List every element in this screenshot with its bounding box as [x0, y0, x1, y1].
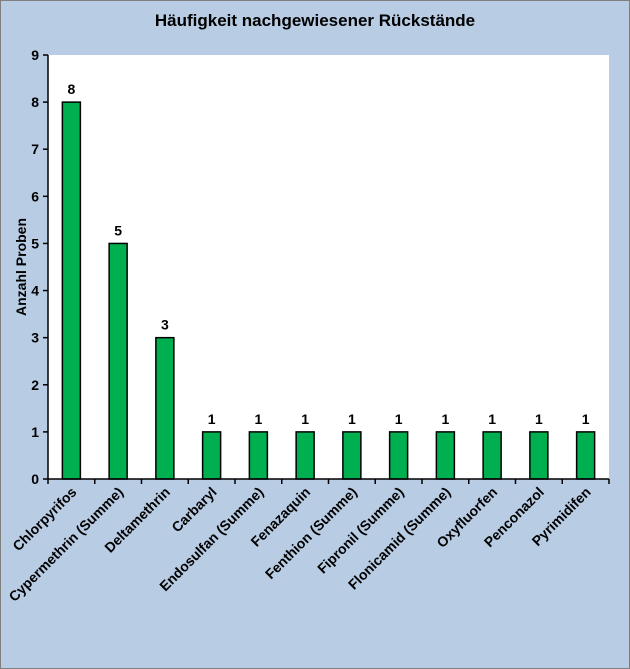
chart-title: Häufigkeit nachgewiesener Rückstände	[154, 11, 476, 30]
bar	[482, 431, 502, 480]
data-label: 1	[582, 411, 590, 427]
bar	[388, 431, 409, 480]
data-label: 1	[208, 411, 216, 427]
y-tick-label: 5	[31, 235, 39, 251]
y-tick-label: 3	[31, 330, 39, 346]
y-axis: 0 1 2 3 4 5 6 7 8 9	[31, 47, 49, 487]
bar	[295, 431, 315, 480]
data-label: 1	[441, 411, 449, 427]
bar	[342, 431, 362, 480]
y-tick-label: 4	[31, 283, 39, 299]
data-label: 1	[535, 411, 543, 427]
y-tick-label: 2	[31, 377, 39, 393]
y-tick-label: 7	[31, 141, 39, 157]
data-label: 5	[114, 222, 122, 238]
data-label: 1	[395, 411, 403, 427]
bar	[575, 431, 596, 480]
bar	[201, 431, 222, 480]
bars: 8 5 3 1 1 1 1 1 1 1 1 1	[61, 81, 596, 480]
y-tick-label: 8	[31, 94, 39, 110]
bar	[155, 336, 175, 480]
data-label: 3	[161, 317, 169, 333]
y-axis-title: Anzahl Proben	[13, 218, 29, 316]
y-tick-label: 1	[31, 424, 39, 440]
y-tick-label: 6	[31, 188, 39, 204]
data-label: 8	[67, 81, 75, 97]
bar	[248, 431, 269, 480]
data-label: 1	[348, 411, 356, 427]
y-tick-label: 0	[31, 471, 39, 487]
bar	[529, 431, 549, 480]
plot-area	[48, 55, 609, 479]
bar	[435, 431, 456, 480]
data-label: 1	[488, 411, 496, 427]
bar	[108, 242, 128, 480]
data-label: 1	[254, 411, 262, 427]
x-tick-label: Fipronil (Summe)	[314, 484, 407, 577]
y-tick-label: 9	[31, 47, 39, 63]
bar	[61, 101, 82, 480]
data-label: 1	[301, 411, 309, 427]
